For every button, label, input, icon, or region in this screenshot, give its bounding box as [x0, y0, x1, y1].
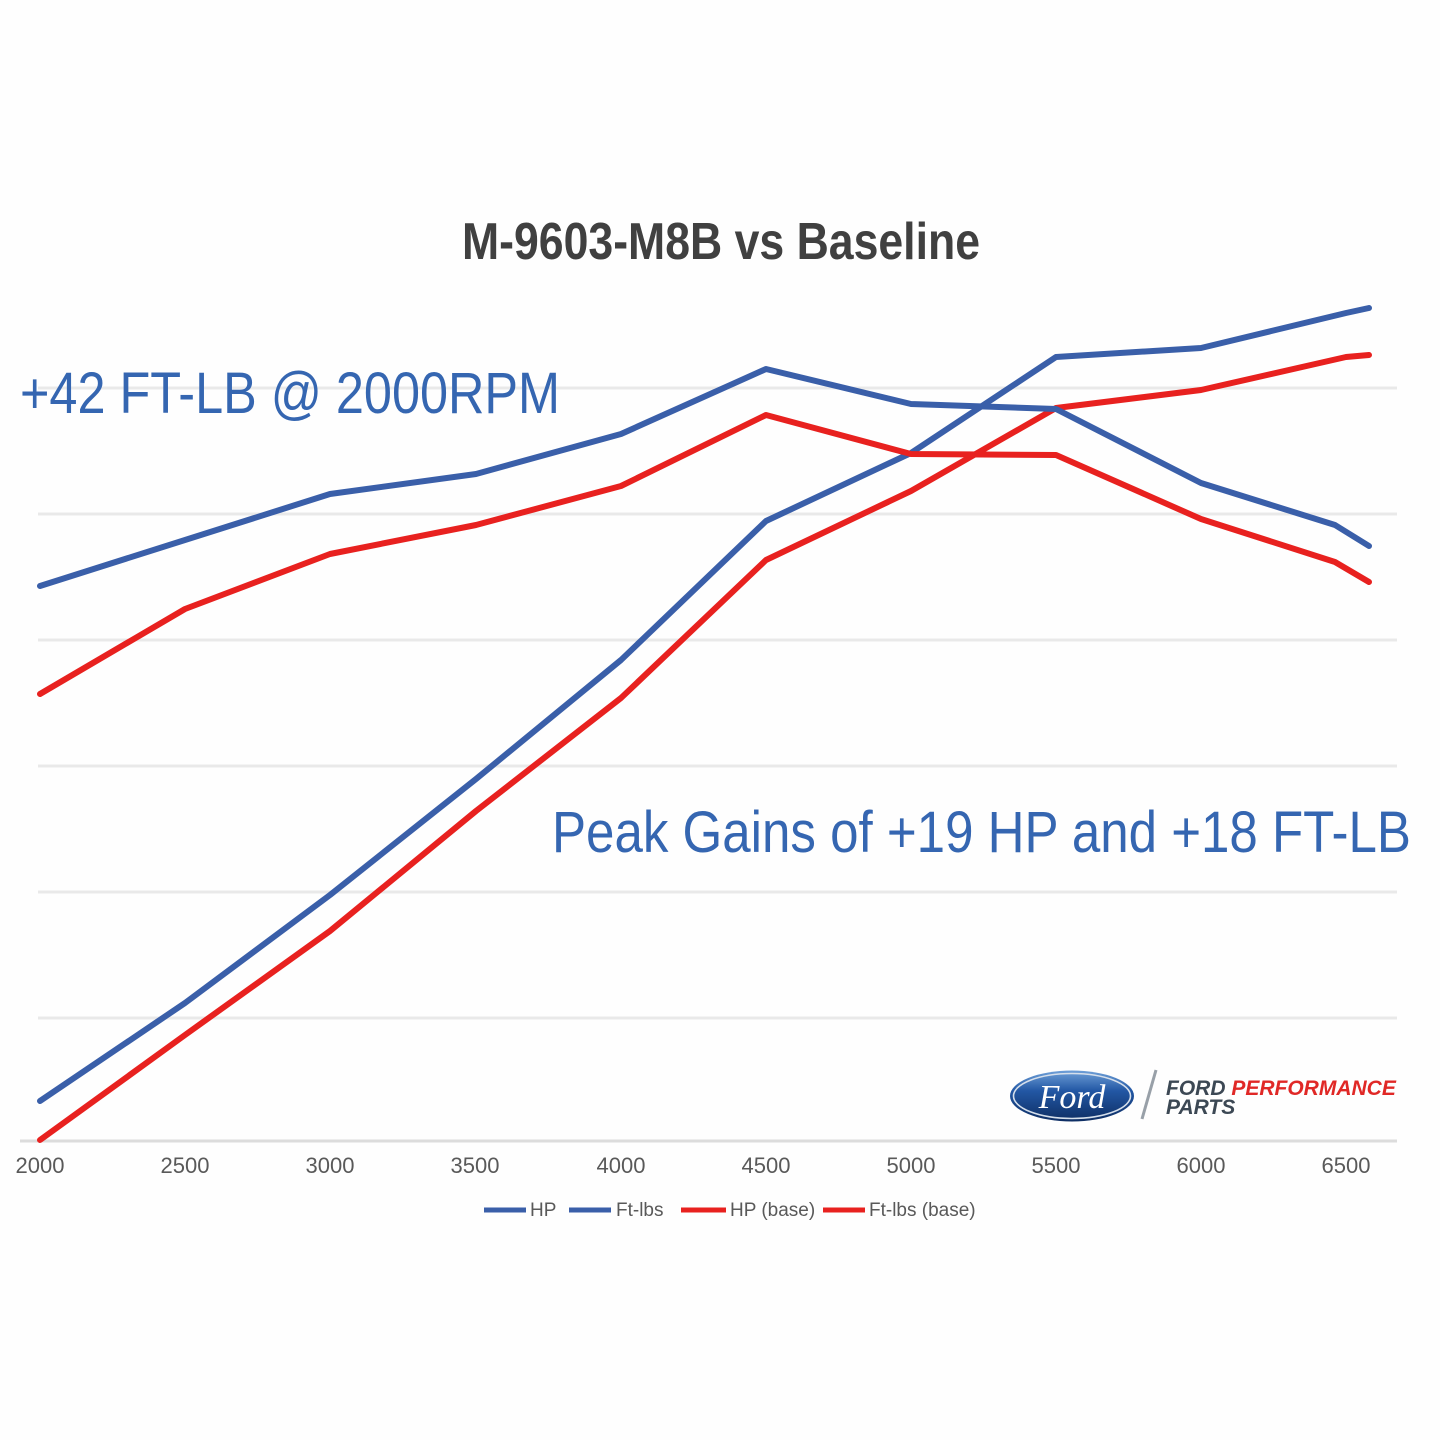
- svg-text:Peak Gains of +19 HP and +18 F: Peak Gains of +19 HP and +18 FT-LB: [552, 800, 1411, 865]
- svg-text:6500: 6500: [1322, 1153, 1371, 1178]
- svg-text:3500: 3500: [451, 1153, 500, 1178]
- svg-text:3000: 3000: [306, 1153, 355, 1178]
- svg-text:2000: 2000: [16, 1153, 65, 1178]
- svg-text:M-9603-M8B vs Baseline: M-9603-M8B vs Baseline: [462, 213, 980, 271]
- svg-text:Ft-lbs: Ft-lbs: [616, 1200, 664, 1221]
- svg-text:5000: 5000: [887, 1153, 936, 1178]
- svg-text:FORD PERFORMANCE: FORD PERFORMANCE: [1166, 1077, 1397, 1100]
- svg-text:HP: HP: [530, 1200, 556, 1221]
- svg-text:PARTS: PARTS: [1166, 1096, 1235, 1119]
- svg-text:6000: 6000: [1177, 1153, 1226, 1178]
- svg-text:4000: 4000: [597, 1153, 646, 1178]
- svg-text:2500: 2500: [161, 1153, 210, 1178]
- svg-text:4500: 4500: [742, 1153, 791, 1178]
- svg-text:5500: 5500: [1032, 1153, 1081, 1178]
- svg-text:HP (base): HP (base): [730, 1200, 815, 1221]
- svg-text:Ft-lbs (base): Ft-lbs (base): [869, 1200, 976, 1221]
- svg-text:Ford: Ford: [1038, 1079, 1107, 1116]
- svg-text:+42 FT-LB @ 2000RPM: +42 FT-LB @ 2000RPM: [20, 361, 560, 426]
